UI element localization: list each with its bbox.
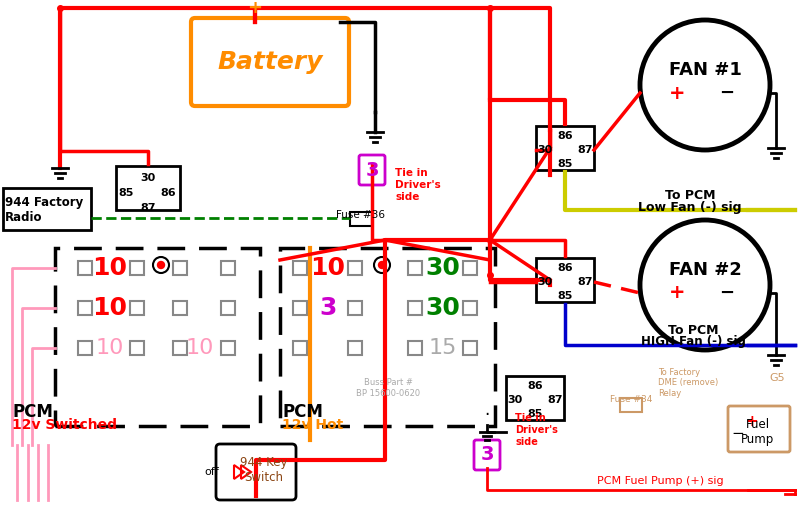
FancyBboxPatch shape bbox=[191, 18, 349, 106]
Text: 86: 86 bbox=[557, 263, 573, 273]
Text: Low Fan (-) sig: Low Fan (-) sig bbox=[638, 201, 741, 213]
Text: Fuse #34: Fuse #34 bbox=[610, 395, 652, 405]
Bar bbox=[221, 301, 235, 315]
Text: PCM Fuel Pump (+) sig: PCM Fuel Pump (+) sig bbox=[597, 476, 723, 486]
Bar bbox=[293, 261, 307, 275]
Text: FAN #2: FAN #2 bbox=[669, 261, 741, 279]
Bar bbox=[116, 166, 180, 210]
Text: +: + bbox=[745, 414, 758, 430]
FancyBboxPatch shape bbox=[728, 406, 790, 452]
Text: 12v Hot: 12v Hot bbox=[282, 418, 344, 432]
Text: 87: 87 bbox=[141, 203, 156, 213]
Bar bbox=[293, 341, 307, 355]
Bar bbox=[130, 341, 144, 355]
Text: 85: 85 bbox=[527, 409, 543, 419]
Bar bbox=[55, 248, 260, 426]
Text: 30: 30 bbox=[538, 145, 553, 155]
Text: 86: 86 bbox=[557, 131, 573, 141]
Text: 30: 30 bbox=[141, 173, 156, 183]
Text: +: + bbox=[248, 0, 263, 17]
Text: 85: 85 bbox=[558, 291, 573, 301]
Bar bbox=[506, 376, 564, 420]
Bar bbox=[130, 261, 144, 275]
Text: PCM: PCM bbox=[12, 403, 53, 421]
Text: +: + bbox=[669, 284, 686, 302]
Text: 87: 87 bbox=[547, 395, 562, 405]
Bar bbox=[348, 341, 362, 355]
Bar bbox=[173, 301, 187, 315]
Bar bbox=[463, 341, 477, 355]
Text: FAN #1: FAN #1 bbox=[669, 61, 741, 79]
Text: Tie in
Driver's
side: Tie in Driver's side bbox=[515, 413, 558, 446]
Bar bbox=[221, 341, 235, 355]
Text: To Factory
DME (remove)
Relay: To Factory DME (remove) Relay bbox=[658, 368, 718, 398]
Text: PCM: PCM bbox=[282, 403, 323, 421]
Text: 30: 30 bbox=[426, 256, 460, 280]
Text: Buss Part #
BP 15600-0620: Buss Part # BP 15600-0620 bbox=[356, 378, 420, 398]
Bar bbox=[620, 398, 642, 412]
Text: 12v Switched: 12v Switched bbox=[12, 418, 117, 432]
Text: 3: 3 bbox=[480, 445, 494, 465]
FancyBboxPatch shape bbox=[474, 440, 500, 470]
Bar bbox=[3, 188, 91, 230]
Text: 30: 30 bbox=[538, 277, 553, 287]
Bar bbox=[408, 261, 422, 275]
Bar bbox=[348, 301, 362, 315]
FancyBboxPatch shape bbox=[216, 444, 296, 500]
Text: 30: 30 bbox=[507, 395, 523, 405]
Text: ·: · bbox=[484, 406, 490, 424]
Text: 10: 10 bbox=[96, 338, 124, 358]
Text: 87: 87 bbox=[577, 145, 593, 155]
Text: −: − bbox=[732, 426, 745, 440]
Bar bbox=[463, 261, 477, 275]
Bar bbox=[408, 341, 422, 355]
Text: HIGH Fan (-) sig: HIGH Fan (-) sig bbox=[641, 335, 745, 349]
Circle shape bbox=[157, 262, 165, 269]
Text: −: − bbox=[719, 84, 734, 102]
Text: off: off bbox=[205, 467, 220, 477]
Bar bbox=[280, 248, 495, 426]
Text: Fuse #36: Fuse #36 bbox=[336, 210, 385, 220]
Bar bbox=[78, 261, 92, 275]
Bar bbox=[408, 301, 422, 315]
Text: −: − bbox=[719, 284, 734, 302]
Text: G5: G5 bbox=[769, 373, 785, 383]
Text: Tie in
Driver's
side: Tie in Driver's side bbox=[395, 168, 441, 202]
Bar bbox=[293, 301, 307, 315]
FancyBboxPatch shape bbox=[359, 155, 385, 185]
Bar bbox=[348, 261, 362, 275]
Text: 85: 85 bbox=[118, 188, 133, 198]
Text: 86: 86 bbox=[527, 381, 543, 391]
Text: 3: 3 bbox=[320, 296, 336, 320]
Text: To PCM: To PCM bbox=[668, 324, 718, 336]
Text: 944 Factory
Radio: 944 Factory Radio bbox=[5, 196, 83, 224]
Circle shape bbox=[379, 262, 385, 269]
Bar bbox=[463, 301, 477, 315]
Bar bbox=[173, 261, 187, 275]
Bar bbox=[350, 212, 372, 226]
Text: 85: 85 bbox=[558, 159, 573, 169]
Bar bbox=[78, 301, 92, 315]
Bar bbox=[536, 126, 594, 170]
Text: 87: 87 bbox=[577, 277, 593, 287]
Text: 10: 10 bbox=[186, 338, 214, 358]
Text: +: + bbox=[669, 83, 686, 102]
Bar bbox=[221, 261, 235, 275]
Bar bbox=[536, 258, 594, 302]
Text: 10: 10 bbox=[93, 256, 128, 280]
Text: 10: 10 bbox=[93, 296, 128, 320]
Text: 86: 86 bbox=[160, 188, 176, 198]
Text: 3: 3 bbox=[365, 160, 379, 180]
Bar bbox=[78, 341, 92, 355]
Text: 15: 15 bbox=[429, 338, 457, 358]
Bar bbox=[130, 301, 144, 315]
Text: 944 Key
Switch: 944 Key Switch bbox=[240, 456, 288, 484]
Text: Fuel
Pump: Fuel Pump bbox=[741, 418, 774, 446]
Bar bbox=[173, 341, 187, 355]
Text: 10: 10 bbox=[311, 256, 345, 280]
Text: To PCM: To PCM bbox=[665, 188, 715, 202]
Text: Battery: Battery bbox=[217, 50, 323, 74]
Text: 30: 30 bbox=[426, 296, 460, 320]
